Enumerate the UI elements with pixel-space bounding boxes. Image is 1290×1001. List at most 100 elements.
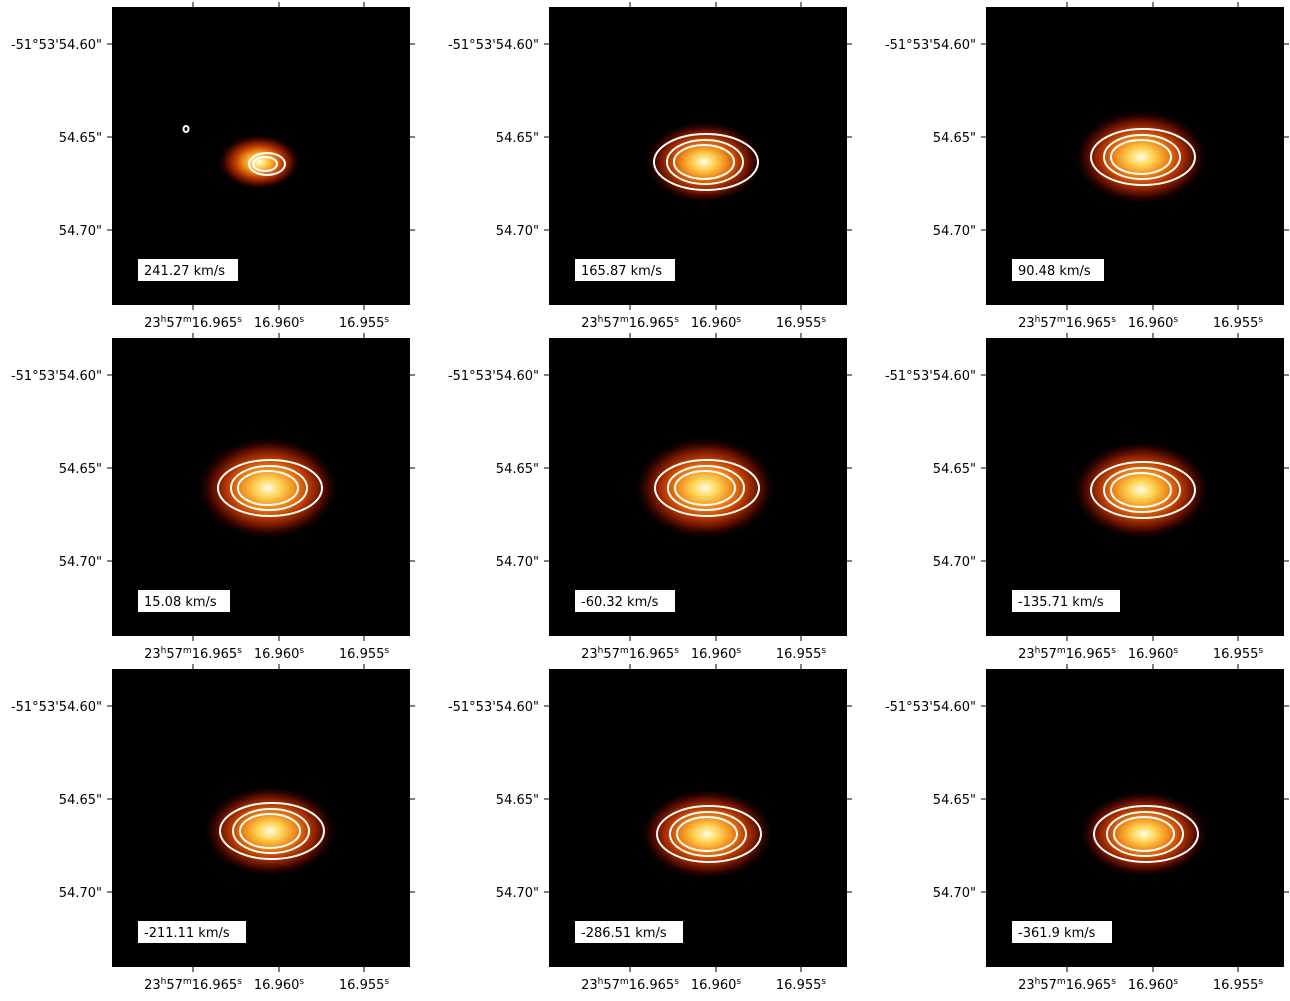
x-tick-part: 23 [581,647,598,662]
x-tick-part: s [1258,646,1263,656]
x-tick-part: 16.960 [1128,316,1174,331]
y-tick-label: 54.70" [933,555,976,570]
x-tick-label: 16.955s [339,977,390,993]
x-tick-part: s [1258,315,1263,325]
x-tick-label: 23h57m16.965s [581,646,679,662]
x-tick-label: 16.960s [1128,646,1179,662]
x-tick-part: m [1057,977,1066,987]
y-tick-label: 54.65" [59,793,102,808]
x-tick-part: 16.965 [629,647,675,662]
x-tick-part: 16.965 [1066,647,1112,662]
x-tick-label: 23h57m16.965s [144,646,242,662]
x-tick-part: s [1258,977,1263,987]
x-tick-part: 16.955 [1213,316,1259,331]
x-tick-label: 23h57m16.965s [144,315,242,331]
panel: 90.48 km/s23h57m16.965s16.960s16.955s-51… [885,2,1289,331]
x-tick-label: 23h57m16.965s [581,315,679,331]
x-tick-part: m [1057,646,1066,656]
x-tick-label: 16.955s [776,977,827,993]
x-tick-label: 16.960s [691,977,742,993]
panel: -60.32 km/s23h57m16.965s16.960s16.955s-5… [448,333,852,662]
x-tick-part: s [237,977,242,987]
y-tick-label: -51°53'54.60" [11,38,102,53]
x-tick-part: s [736,646,741,656]
x-tick-label: 16.960s [1128,315,1179,331]
panel: -135.71 km/s23h57m16.965s16.960s16.955s-… [885,333,1289,662]
x-tick-part: 23 [1018,978,1035,993]
x-tick-part: m [183,977,192,987]
x-tick-part: 16.955 [339,316,385,331]
x-tick-part: 16.955 [339,978,385,993]
x-tick-part: 57 [1040,978,1057,993]
x-tick-part: 16.955 [776,978,822,993]
emission [1078,790,1210,878]
x-tick-part: s [384,977,389,987]
x-tick-part: s [384,315,389,325]
x-tick-part: 23 [1018,647,1035,662]
x-tick-part: s [674,977,679,987]
velocity-label: -60.32 km/s [581,595,659,610]
x-tick-label: 16.955s [339,315,390,331]
y-tick-label: -51°53'54.60" [11,700,102,715]
x-tick-part: 16.955 [776,647,822,662]
x-tick-part: 16.960 [254,316,300,331]
figure: 241.27 km/s23h57m16.965s16.960s16.955s-5… [0,0,1290,997]
x-tick-part: m [620,646,629,656]
x-tick-part: 23 [581,316,598,331]
x-tick-part: s [299,977,304,987]
y-tick-label: 54.65" [933,131,976,146]
x-tick-part: s [1173,977,1178,987]
x-tick-part: 16.965 [192,647,238,662]
y-tick-label: 54.70" [59,224,102,239]
x-tick-part: 16.965 [629,316,675,331]
y-tick-label: -51°53'54.60" [11,369,102,384]
y-tick-label: -51°53'54.60" [448,700,539,715]
velocity-label: -361.9 km/s [1018,926,1096,941]
emission [202,785,338,877]
x-tick-part: m [183,646,192,656]
x-tick-part: m [183,315,192,325]
x-tick-part: s [736,315,741,325]
x-tick-part: m [620,315,629,325]
x-tick-part: 57 [166,316,183,331]
y-tick-label: -51°53'54.60" [448,38,539,53]
x-tick-part: 23 [1018,316,1035,331]
x-tick-part: 16.960 [254,647,300,662]
x-tick-part: 16.960 [1128,647,1174,662]
x-tick-part: 16.955 [1213,647,1259,662]
velocity-label: 90.48 km/s [1018,264,1091,279]
y-tick-label: 54.70" [933,886,976,901]
x-tick-part: m [620,977,629,987]
x-tick-label: 16.960s [1128,977,1179,993]
x-tick-label: 16.955s [776,315,827,331]
x-tick-part: 16.965 [192,978,238,993]
x-tick-part: 23 [581,978,598,993]
x-tick-part: 16.955 [1213,978,1259,993]
velocity-label: 241.27 km/s [144,264,225,279]
x-tick-label: 16.960s [254,646,305,662]
x-tick-part: s [821,646,826,656]
x-tick-label: 23h57m16.965s [144,977,242,993]
velocity-label: -286.51 km/s [581,926,667,941]
x-tick-part: 16.965 [1066,316,1112,331]
emission [217,134,301,190]
x-tick-part: 57 [603,316,620,331]
x-tick-part: 57 [603,978,620,993]
x-tick-part: 16.965 [192,316,238,331]
x-tick-part: 57 [166,647,183,662]
x-tick-part: s [674,315,679,325]
x-tick-part: 16.960 [691,978,737,993]
y-tick-label: 54.65" [496,462,539,477]
x-tick-label: 16.955s [1213,646,1264,662]
x-tick-part: 57 [1040,316,1057,331]
y-tick-label: -51°53'54.60" [448,369,539,384]
x-tick-part: m [1057,315,1066,325]
x-tick-part: 57 [603,647,620,662]
x-tick-label: 16.960s [254,315,305,331]
x-tick-part: s [237,315,242,325]
y-tick-label: -51°53'54.60" [885,38,976,53]
y-tick-label: 54.65" [59,131,102,146]
velocity-label: 15.08 km/s [144,595,217,610]
x-tick-label: 23h57m16.965s [1018,646,1116,662]
